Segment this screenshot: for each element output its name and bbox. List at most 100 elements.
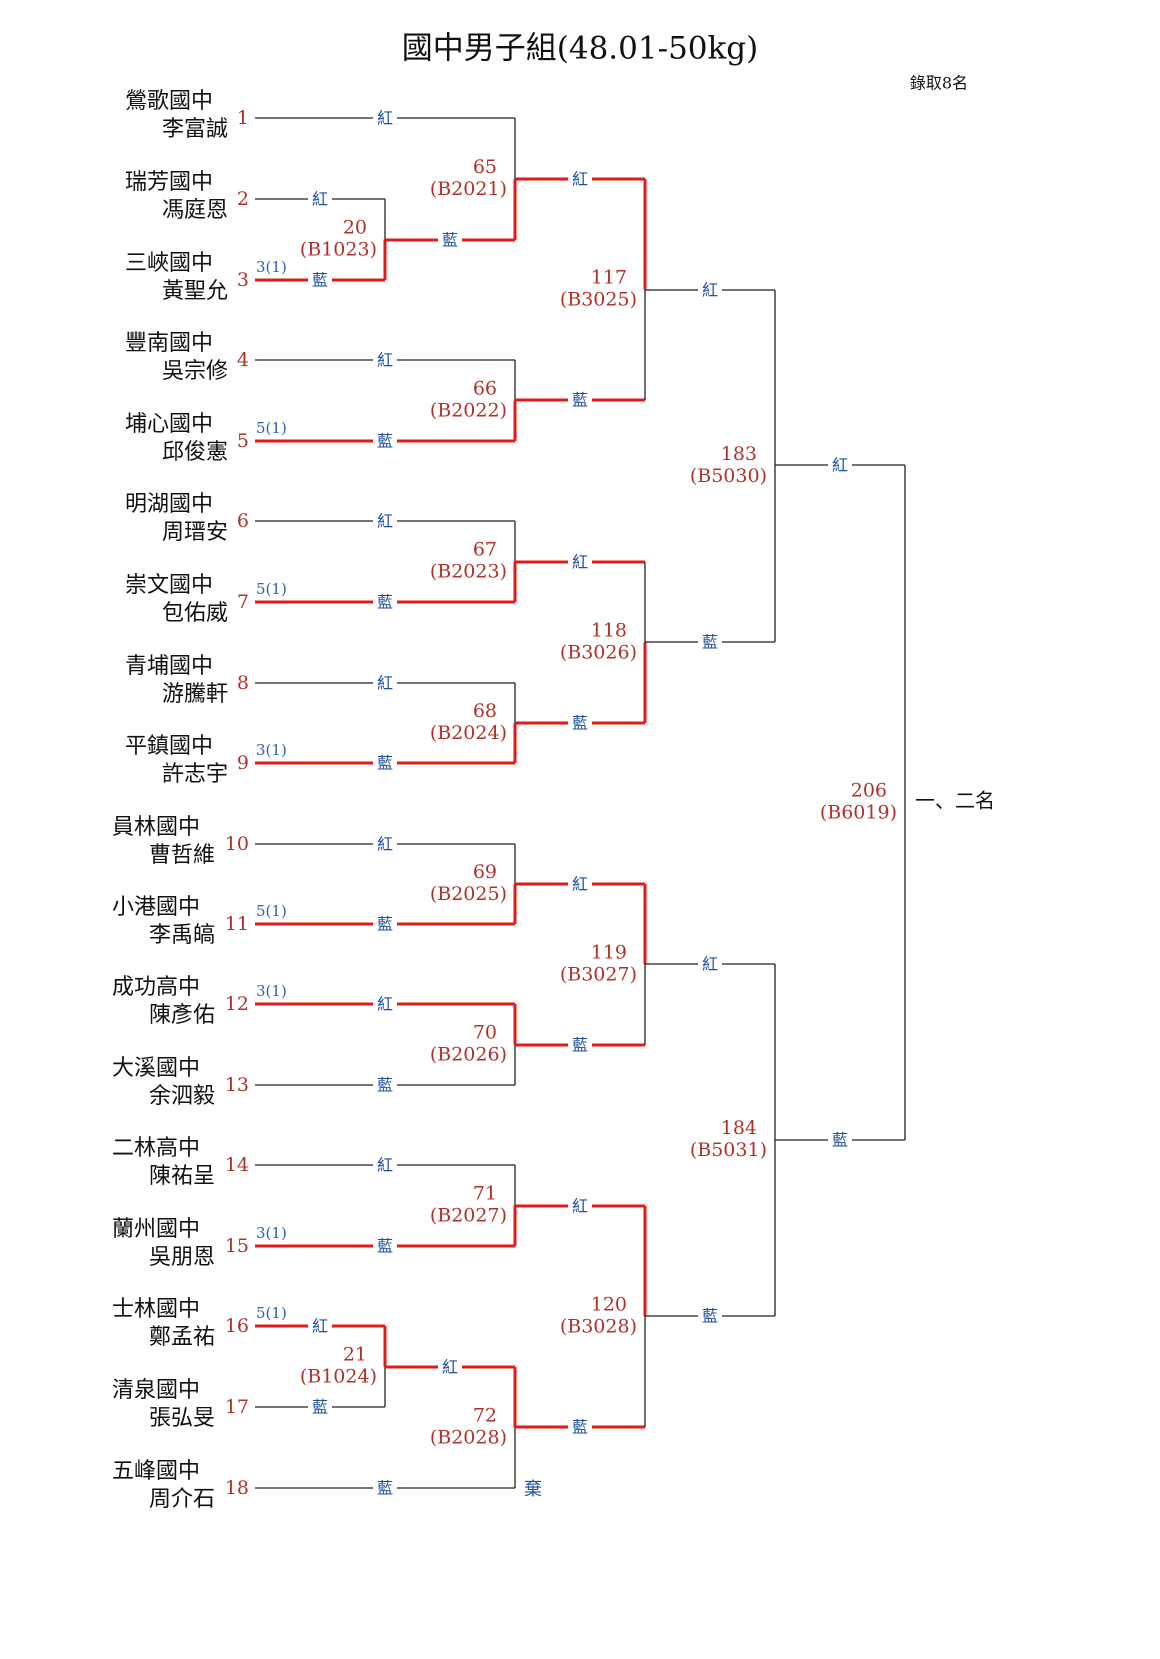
slot-background <box>308 1396 332 1418</box>
slot-background <box>373 672 397 694</box>
player-name: 鄭孟祐 <box>149 1325 215 1350</box>
slot-background <box>568 389 592 411</box>
player-name: 黃聖允 <box>162 279 228 304</box>
slot-background <box>698 279 722 301</box>
slot-background <box>373 1074 397 1096</box>
school: 鶯歌國中 <box>125 89 213 114</box>
match-code: (B6019) <box>820 802 897 824</box>
corner-label: 紅 <box>377 995 393 1014</box>
slot-background <box>373 430 397 452</box>
corner-label: 藍 <box>312 271 328 290</box>
seed: 18 <box>225 1477 249 1499</box>
corner-label: 紅 <box>377 674 393 693</box>
slot-background <box>373 1154 397 1176</box>
slot-background <box>373 510 397 532</box>
school: 小港國中 <box>112 895 200 920</box>
slot-background <box>568 712 592 734</box>
corner-label: 藍 <box>572 714 588 733</box>
corner-label: 藍 <box>442 231 458 250</box>
match-number: 21 <box>343 1344 367 1366</box>
slot-background <box>373 107 397 129</box>
match-number: 184 <box>721 1117 757 1139</box>
corner-label: 藍 <box>312 1398 328 1417</box>
player-name: 曹哲維 <box>149 843 215 868</box>
corner-label: 紅 <box>377 1156 393 1175</box>
forfeit: 棄 <box>524 1479 542 1500</box>
slot-background <box>373 752 397 774</box>
school: 崇文國中 <box>125 573 213 598</box>
player-name: 張弘旻 <box>149 1406 215 1431</box>
note: 錄取8名 <box>910 74 968 93</box>
match-code: (B3028) <box>560 1316 637 1338</box>
slot-background <box>373 1235 397 1257</box>
slot-background <box>568 1034 592 1056</box>
player-name: 周瑨安 <box>162 520 228 545</box>
match-code: (B5030) <box>690 465 767 487</box>
slot-background <box>438 1356 462 1378</box>
match-number: 206 <box>851 780 887 802</box>
score: 3(1) <box>256 982 287 1000</box>
slot-background <box>568 1416 592 1438</box>
match-number: 72 <box>473 1405 497 1427</box>
score: 5(1) <box>256 902 287 920</box>
match-number: 68 <box>473 700 497 722</box>
slot-background <box>308 1315 332 1337</box>
corner-label: 紅 <box>442 1358 458 1377</box>
seed: 11 <box>225 913 249 935</box>
player-name: 馮庭恩 <box>162 198 228 223</box>
match-code: (B2026) <box>430 1044 507 1066</box>
match-code: (B1023) <box>300 239 377 261</box>
slot-background <box>568 551 592 573</box>
score: 3(1) <box>256 741 287 759</box>
seed: 1 <box>237 107 249 129</box>
match-number: 117 <box>591 267 627 289</box>
slot-background <box>373 1477 397 1499</box>
corner-label: 紅 <box>572 1197 588 1216</box>
match-code: (B2027) <box>430 1205 507 1227</box>
match-number: 20 <box>343 217 367 239</box>
corner-label: 藍 <box>572 1036 588 1055</box>
corner-label: 紅 <box>377 835 393 854</box>
corner-label: 藍 <box>377 1479 393 1498</box>
school: 三峽國中 <box>125 251 213 276</box>
slot-background <box>373 833 397 855</box>
score: 5(1) <box>256 419 287 437</box>
title: 國中男子組(48.01-50kg) <box>402 31 758 67</box>
slot-background <box>568 168 592 190</box>
match-number: 66 <box>473 378 497 400</box>
school: 士林國中 <box>112 1297 200 1322</box>
player-name: 陳彥佑 <box>149 1003 215 1028</box>
slot-background <box>308 188 332 210</box>
match-code: (B1024) <box>300 1366 377 1388</box>
match-number: 183 <box>721 443 757 465</box>
slot-background <box>308 269 332 291</box>
slot-background <box>828 1129 852 1151</box>
final-label: 一、二名 <box>915 789 995 813</box>
match-number: 70 <box>473 1022 497 1044</box>
score: 5(1) <box>256 1304 287 1322</box>
corner-label: 藍 <box>377 1237 393 1256</box>
match-code: (B2021) <box>430 178 507 200</box>
seed: 13 <box>225 1074 249 1096</box>
player-name: 周介石 <box>149 1487 215 1512</box>
match-number: 71 <box>473 1183 497 1205</box>
seed: 14 <box>225 1154 249 1176</box>
school: 員林國中 <box>112 815 200 840</box>
seed: 2 <box>237 188 249 210</box>
seed: 16 <box>225 1315 249 1337</box>
corner-label: 紅 <box>702 955 718 974</box>
school: 平鎮國中 <box>125 734 213 759</box>
seed: 7 <box>237 591 249 613</box>
seed: 4 <box>237 349 249 371</box>
corner-label: 藍 <box>702 1307 718 1326</box>
corner-label: 藍 <box>572 1418 588 1437</box>
match-code: (B3025) <box>560 289 637 311</box>
match-code: (B2028) <box>430 1427 507 1449</box>
slot-background <box>373 349 397 371</box>
school: 清泉國中 <box>112 1378 200 1403</box>
school: 五峰國中 <box>112 1459 200 1484</box>
corner-label: 藍 <box>832 1131 848 1150</box>
seed: 12 <box>225 993 249 1015</box>
